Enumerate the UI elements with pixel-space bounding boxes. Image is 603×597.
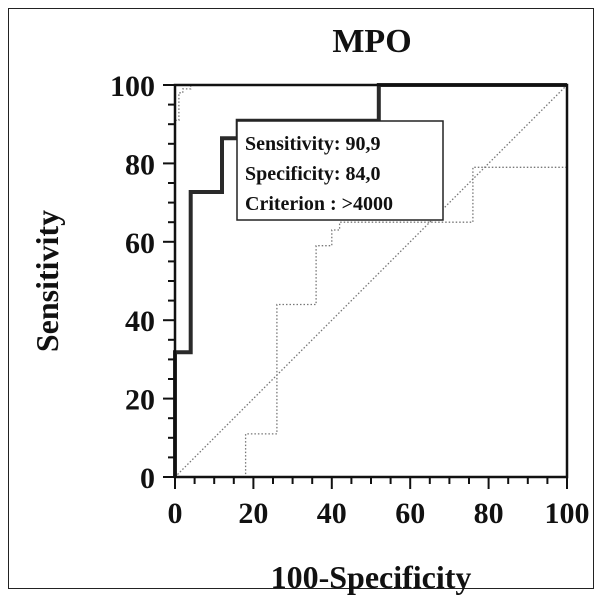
series-line-dotted-lower [175,85,568,478]
annotation-specificity: Specificity: 84,0 [245,163,381,185]
annotation-sensitivity: Sensitivity: 90,9 [245,133,381,155]
axis-ticks: 0 20 40 60 80 100 0 20 40 60 80 100 [110,70,590,530]
x-tick-label: 40 [317,497,347,530]
y-tick-label: 80 [125,148,155,181]
x-tick-label: 100 [545,497,590,530]
chart-title: MPO [332,23,411,60]
y-axis-label: Sensitivity [29,210,65,352]
annotation-box-border [236,120,444,221]
x-tick-label: 80 [474,497,504,530]
annotation-criterion: Criterion : >4000 [245,193,393,215]
y-tick-label: 20 [125,384,155,417]
series-line-diagonal-reference [174,84,568,478]
y-tick-label: 0 [140,462,155,495]
annotation-box: Sensitivity: 90,9 Specificity: 84,0 Crit… [236,120,444,221]
series-line-solid-thick [173,83,567,477]
x-tick-label: 60 [395,497,425,530]
chart-frame [8,8,594,589]
y-tick-label: 100 [110,70,155,103]
x-axis-label: 100-Specificity [271,559,472,595]
y-tick-label: 60 [125,227,155,260]
y-tick-label: 40 [125,305,155,338]
x-tick-label: 0 [168,497,183,530]
x-tick-label: 20 [238,497,268,530]
